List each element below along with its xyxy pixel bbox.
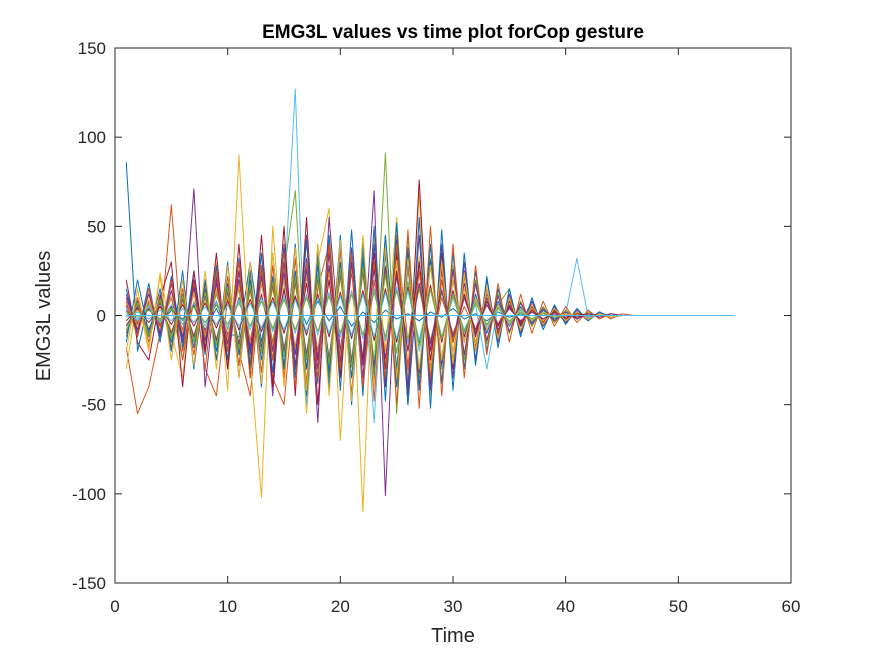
y-tick-label: 0 (97, 307, 106, 326)
y-tick-label: -50 (81, 396, 106, 415)
y-axis-label: EMG3L values (33, 251, 55, 381)
y-tick-label: -100 (72, 485, 106, 504)
tick-layer: 0 10 20 30 40 50 60 -150 -100 -50 0 50 100 150 (72, 39, 800, 616)
x-tick-label: 50 (669, 597, 688, 616)
chart-title: EMG3L values vs time plot forCop gesture (262, 22, 644, 43)
x-tick-label: 60 (782, 597, 801, 616)
series-layer (125, 88, 735, 513)
y-tick-label: 50 (87, 217, 106, 236)
x-axis-label: Time (431, 625, 475, 647)
x-tick-label: 10 (218, 597, 237, 616)
y-tick-label: -150 (72, 574, 106, 593)
y-tick-label: 150 (78, 39, 106, 58)
x-tick-label: 20 (331, 597, 350, 616)
x-tick-label: 30 (444, 597, 463, 616)
x-tick-label: 40 (556, 597, 575, 616)
y-tick-label: 100 (78, 128, 106, 147)
x-tick-label: 0 (110, 597, 119, 616)
